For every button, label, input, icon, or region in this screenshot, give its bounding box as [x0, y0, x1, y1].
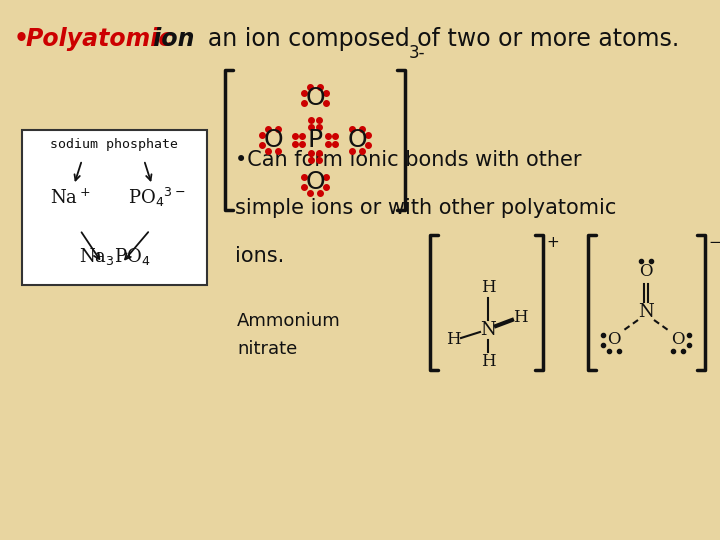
Text: P: P — [307, 128, 323, 152]
Text: O: O — [671, 332, 685, 348]
Text: nitrate: nitrate — [237, 340, 297, 358]
Bar — [22, 130, 207, 285]
Text: Na$^+$: Na$^+$ — [50, 188, 90, 207]
Text: +: + — [546, 235, 559, 250]
Text: N: N — [638, 303, 654, 321]
Text: O: O — [639, 264, 653, 280]
Text: N: N — [480, 321, 496, 339]
Text: PO$_4$$^{3-}$: PO$_4$$^{3-}$ — [128, 186, 186, 209]
Text: Ammonium: Ammonium — [237, 312, 341, 330]
Text: H: H — [446, 332, 460, 348]
Text: Polyatomic: Polyatomic — [26, 27, 174, 51]
Text: H: H — [513, 309, 527, 327]
Text: O: O — [347, 128, 366, 152]
Text: 3-: 3- — [409, 44, 426, 62]
Text: sodium phosphate: sodium phosphate — [50, 138, 179, 151]
Text: ion: ion — [145, 27, 194, 51]
Text: :  an ion composed of two or more atoms.: : an ion composed of two or more atoms. — [185, 27, 679, 51]
Text: −: − — [708, 235, 720, 250]
Text: O: O — [305, 86, 325, 110]
Text: O: O — [305, 170, 325, 194]
Text: H: H — [481, 280, 495, 296]
Text: O: O — [607, 332, 621, 348]
Text: simple ions or with other polyatomic: simple ions or with other polyatomic — [235, 198, 616, 218]
Text: •: • — [14, 27, 29, 51]
Text: •Can form ionic bonds with other: •Can form ionic bonds with other — [235, 150, 582, 170]
Text: Na$_3$PO$_4$: Na$_3$PO$_4$ — [78, 246, 150, 267]
Text: H: H — [481, 354, 495, 370]
Text: O: O — [264, 128, 283, 152]
Text: ions.: ions. — [235, 246, 284, 266]
